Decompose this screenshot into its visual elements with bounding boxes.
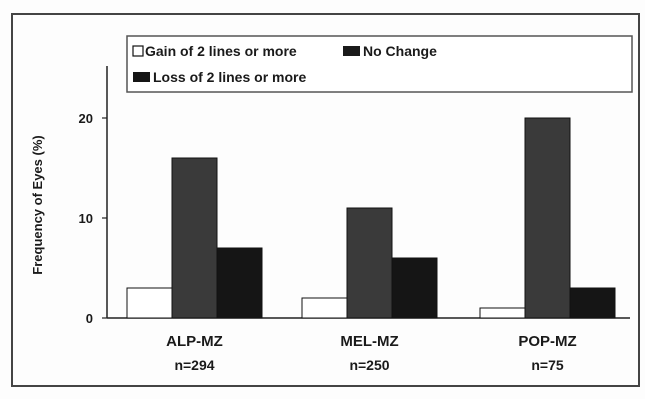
x-category-n-label: n=75 — [531, 357, 564, 373]
bar-mel-mz-series-0 — [301, 297, 348, 319]
legend-swatch-gain — [132, 45, 144, 57]
chart-border — [11, 13, 640, 387]
legend-swatch-nochange — [343, 46, 360, 56]
bar-mel-mz-series-2 — [391, 257, 438, 319]
bar-alp-mz-series-1 — [171, 157, 218, 319]
bar-pop-mz-series-2 — [569, 287, 616, 319]
x-category-label: ALP-MZ — [166, 333, 223, 350]
legend-label-gain: Gain of 2 lines or more — [145, 43, 297, 59]
legend: Gain of 2 lines or more No Change Loss o… — [126, 35, 633, 93]
legend-box — [126, 35, 633, 93]
y-tick-label: 20 — [79, 111, 93, 126]
bar-pop-mz-series-1 — [524, 117, 571, 319]
legend-label-nochange: No Change — [363, 43, 437, 59]
bar-pop-mz-series-0 — [479, 307, 526, 319]
legend-label-loss: Loss of 2 lines or more — [153, 69, 306, 85]
legend-swatch-loss — [133, 72, 150, 82]
bar-mel-mz-series-1 — [346, 207, 393, 319]
y-axis-label: Frequency of Eyes (%) — [30, 135, 45, 274]
y-tick-label: 10 — [79, 211, 93, 226]
x-category-n-label: n=250 — [349, 357, 389, 373]
bar-alp-mz-series-2 — [216, 247, 263, 319]
x-category-n-label: n=294 — [174, 357, 214, 373]
x-category-label: POP-MZ — [518, 333, 576, 350]
bar-alp-mz-series-0 — [126, 287, 173, 319]
y-tick-label: 0 — [86, 311, 93, 326]
x-category-label: MEL-MZ — [340, 333, 398, 350]
